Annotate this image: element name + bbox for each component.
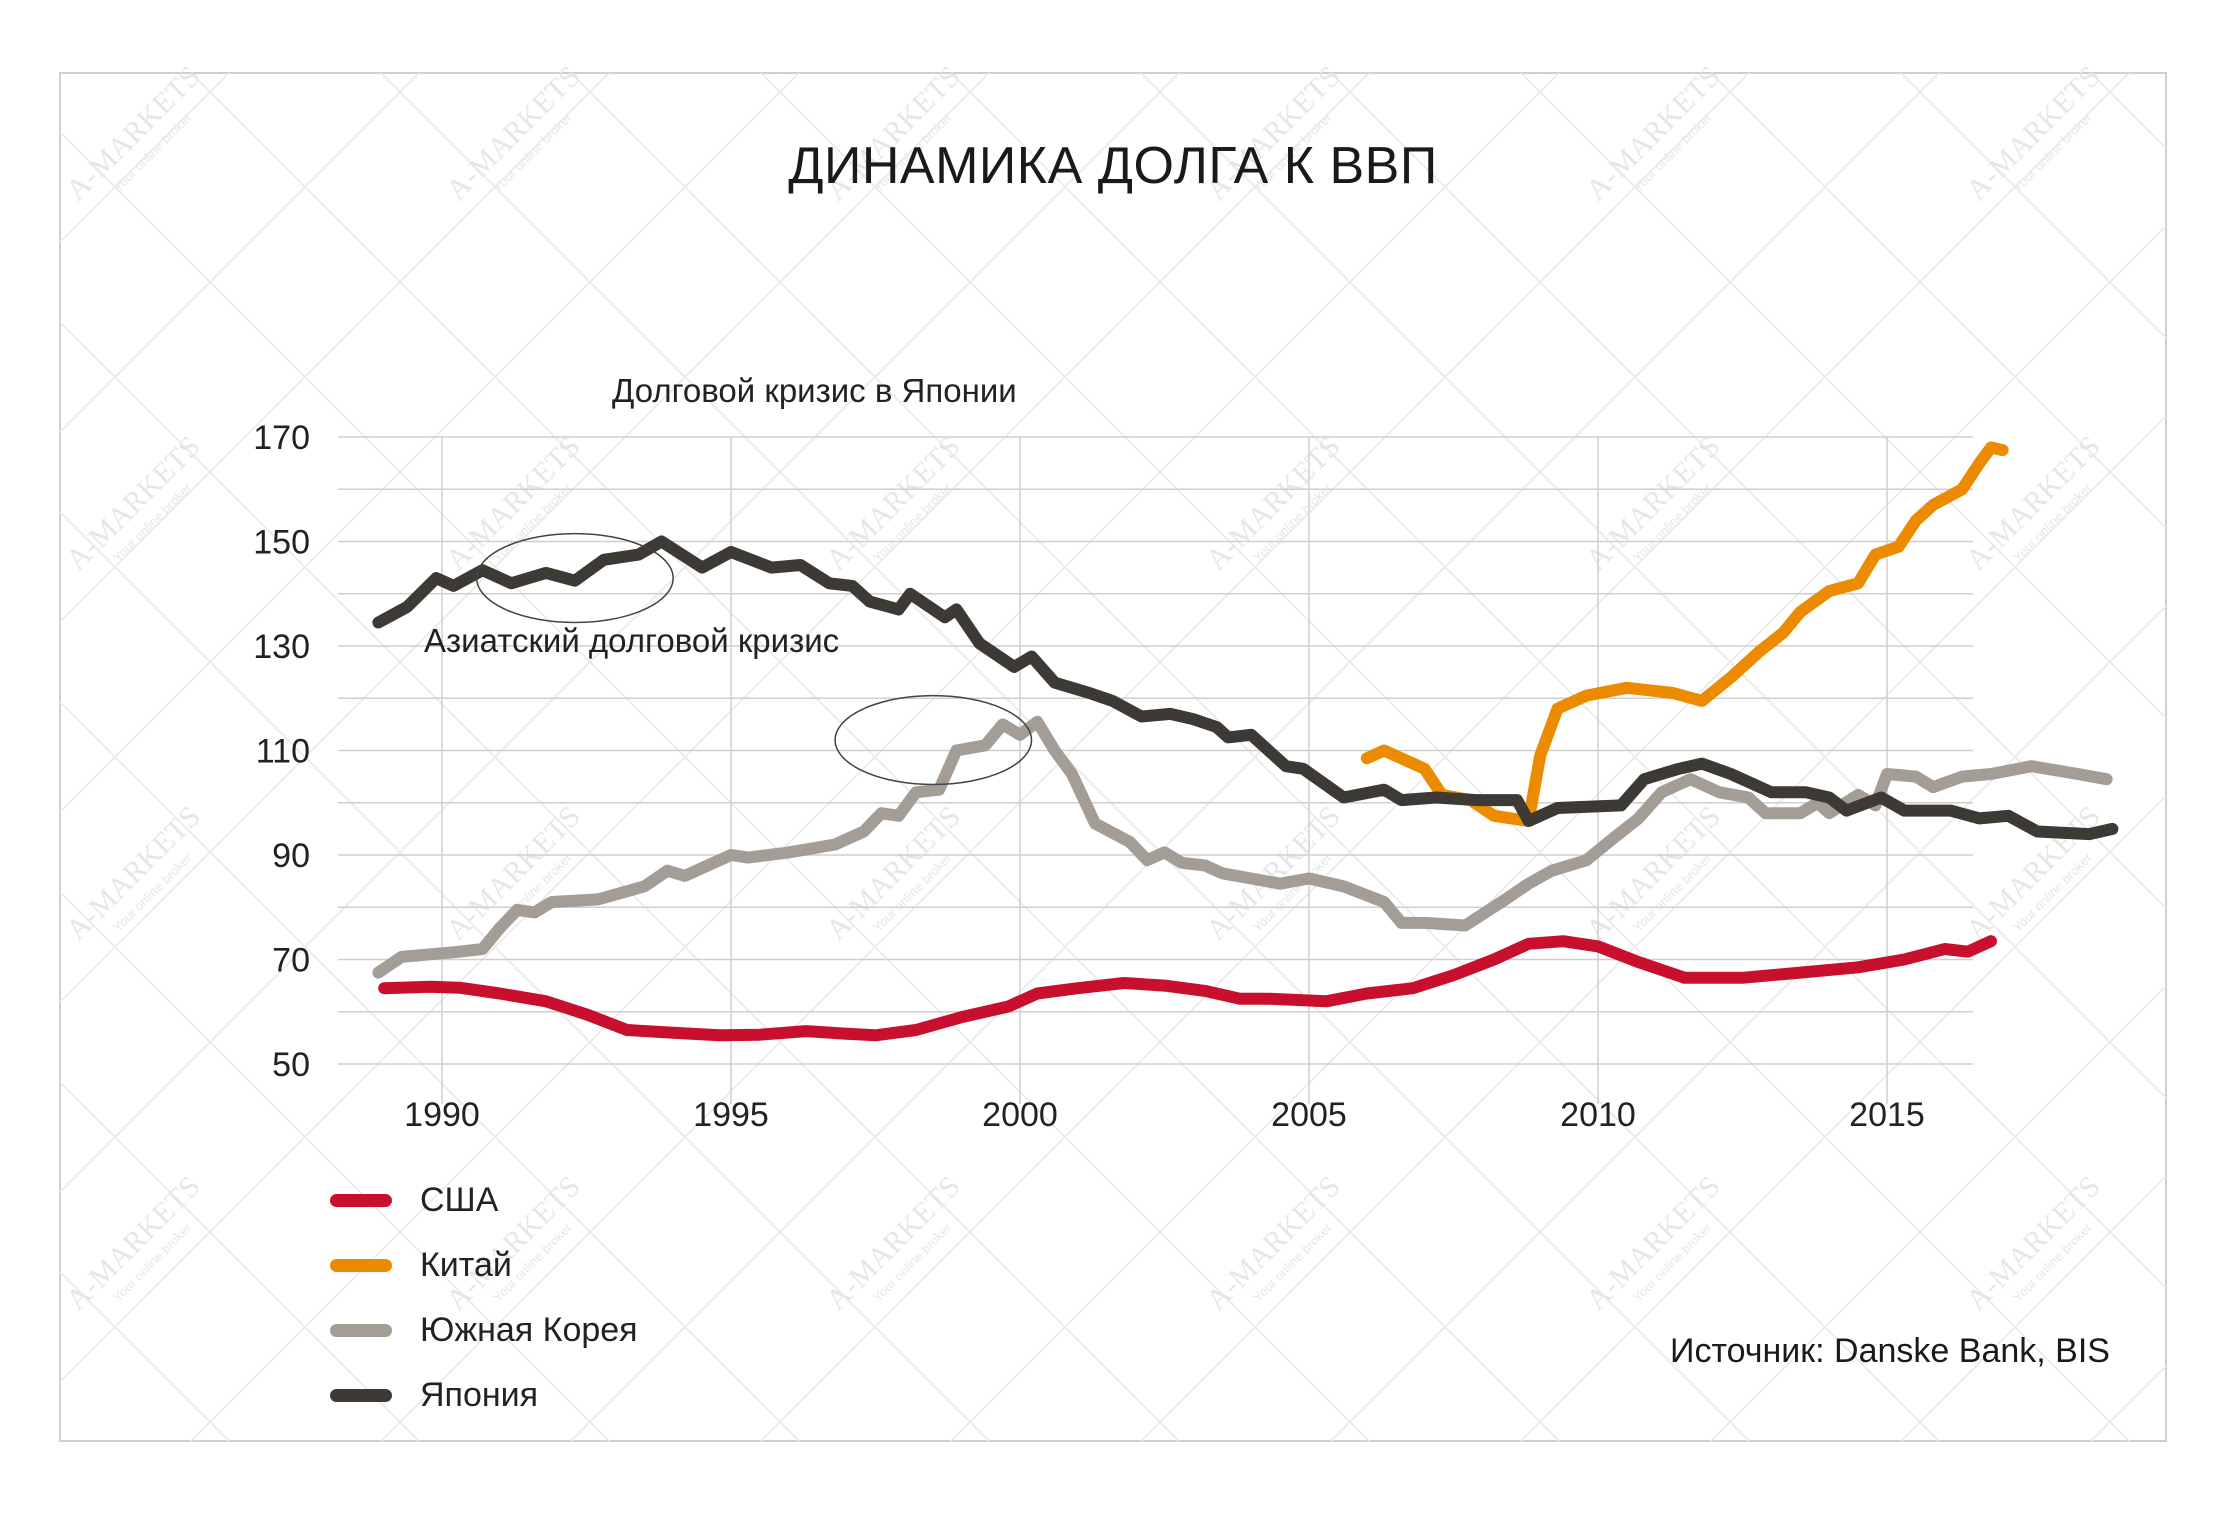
source-note: Источник: Danske Bank, BIS [1670, 1332, 2110, 1370]
annotation-label-asian-crisis: Азиатский долговой кризис [424, 622, 839, 659]
legend-label: Япония [420, 1376, 539, 1414]
x-tick-label: 2015 [1849, 1096, 1925, 1134]
x-tick-label: 2010 [1560, 1096, 1636, 1134]
legend-item: США [330, 1168, 638, 1233]
x-axis: 1990 1995 2000 2005 2010 2015 [404, 1096, 1925, 1134]
legend-label: Китай [420, 1246, 512, 1284]
y-tick-label: 150 [253, 524, 310, 562]
y-axis: 50 70 90 110 130 150 170 [253, 419, 310, 1084]
annotation-ellipse-asian-crisis [834, 694, 1033, 786]
legend-item: Япония [330, 1363, 638, 1428]
legend-swatch [330, 1194, 392, 1207]
y-tick-label: 170 [253, 419, 310, 457]
legend-swatch [330, 1389, 392, 1402]
series-line-США [378, 935, 1997, 1042]
y-tick-label: 90 [272, 837, 310, 875]
y-tick-label: 130 [253, 628, 310, 666]
series-lines [372, 441, 2119, 1042]
annotation-ellipse-japan-crisis [475, 532, 674, 624]
legend-label: США [420, 1181, 499, 1219]
x-tick-label: 1995 [693, 1096, 769, 1134]
chart-title: ДИНАМИКА ДОЛГА К ВВП [788, 137, 1438, 195]
annotations: Долговой кризис в Японии Азиатский долгов… [424, 372, 1033, 786]
y-tick-label: 70 [272, 942, 310, 980]
legend-label: Южная Корея [420, 1311, 638, 1349]
grid [338, 436, 1973, 1104]
legend-item: Китай [330, 1233, 638, 1298]
x-tick-label: 2005 [1271, 1096, 1347, 1134]
legend-swatch [330, 1259, 392, 1272]
series-line-Япония [372, 535, 2119, 841]
legend-item: Южная Корея [330, 1298, 638, 1363]
y-tick-label: 110 [256, 733, 310, 771]
y-tick-label: 50 [272, 1046, 310, 1084]
legend: США Китай Южная Корея Япония [330, 1168, 638, 1428]
legend-swatch [330, 1324, 392, 1337]
x-tick-label: 1990 [404, 1096, 480, 1134]
series-line-Южная Корея [372, 715, 2113, 979]
annotation-label-japan-crisis: Долговой кризис в Японии [612, 372, 1017, 409]
x-tick-label: 2000 [982, 1096, 1058, 1134]
